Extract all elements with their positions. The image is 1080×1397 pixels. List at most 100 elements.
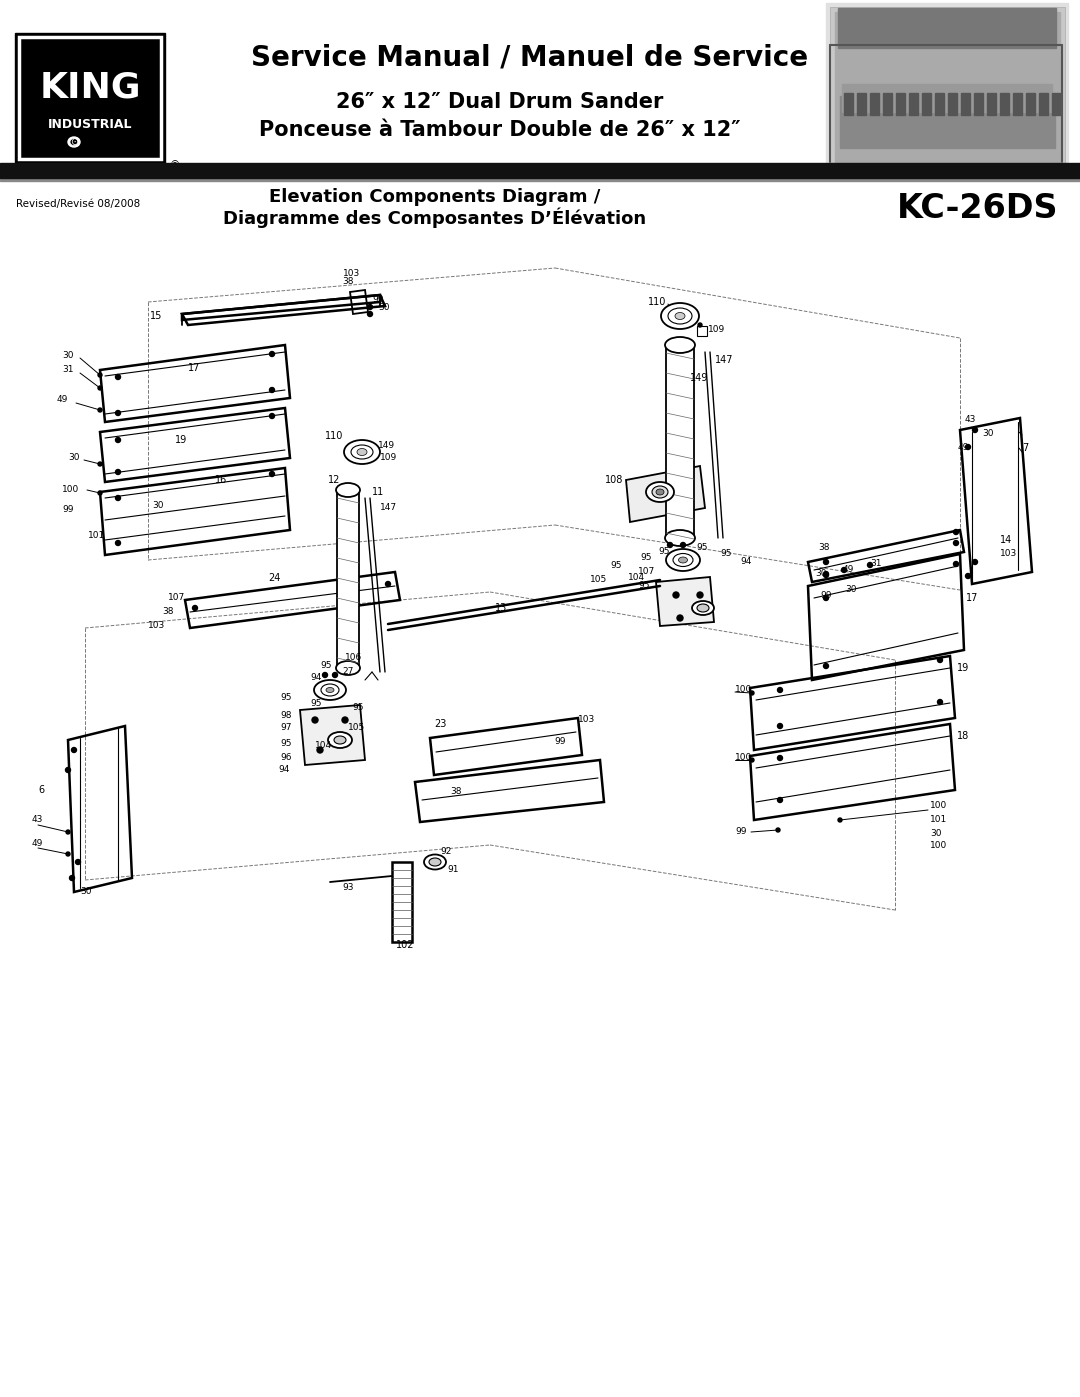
Bar xyxy=(896,94,905,115)
Circle shape xyxy=(966,444,971,450)
Circle shape xyxy=(972,427,977,433)
Bar xyxy=(15,34,165,163)
Ellipse shape xyxy=(336,483,360,497)
Ellipse shape xyxy=(666,549,700,571)
Circle shape xyxy=(192,605,198,610)
Text: 99: 99 xyxy=(820,591,832,601)
Ellipse shape xyxy=(351,446,373,460)
Text: 149: 149 xyxy=(378,441,395,450)
Bar xyxy=(842,84,1052,112)
Ellipse shape xyxy=(673,553,693,567)
Circle shape xyxy=(954,529,959,535)
Circle shape xyxy=(342,717,348,724)
Ellipse shape xyxy=(429,858,441,866)
Circle shape xyxy=(841,567,847,573)
Text: KING: KING xyxy=(39,71,140,105)
Text: 23: 23 xyxy=(434,719,446,729)
Text: 30: 30 xyxy=(152,500,163,510)
Text: 99: 99 xyxy=(735,827,746,837)
Text: 95: 95 xyxy=(280,693,292,701)
Circle shape xyxy=(367,305,373,310)
Text: 105: 105 xyxy=(590,576,607,584)
Text: 97: 97 xyxy=(280,724,292,732)
Circle shape xyxy=(386,581,391,587)
Circle shape xyxy=(867,563,873,567)
Text: 109: 109 xyxy=(380,453,397,461)
Text: 91: 91 xyxy=(447,866,459,875)
Circle shape xyxy=(318,747,323,753)
Circle shape xyxy=(71,747,77,753)
Circle shape xyxy=(116,541,121,545)
Text: 18: 18 xyxy=(957,731,969,740)
Text: 30: 30 xyxy=(930,828,942,837)
Text: 102: 102 xyxy=(396,940,415,950)
Circle shape xyxy=(824,571,828,577)
Text: 103: 103 xyxy=(578,714,595,724)
Text: Diagramme des Composantes D’Élévation: Diagramme des Composantes D’Élévation xyxy=(224,208,647,228)
Circle shape xyxy=(777,828,780,833)
Text: 104: 104 xyxy=(627,574,645,583)
Text: ⊙: ⊙ xyxy=(70,137,78,147)
Text: 16: 16 xyxy=(215,475,227,485)
Ellipse shape xyxy=(697,604,708,612)
Circle shape xyxy=(824,664,828,669)
Ellipse shape xyxy=(328,732,352,747)
Text: 95: 95 xyxy=(310,700,322,708)
Text: 30: 30 xyxy=(982,429,994,437)
Bar xyxy=(840,96,1055,148)
Bar xyxy=(1052,94,1061,115)
Text: 99: 99 xyxy=(62,506,73,514)
Circle shape xyxy=(937,700,943,704)
Ellipse shape xyxy=(661,303,699,330)
Ellipse shape xyxy=(68,137,80,147)
Text: 96: 96 xyxy=(280,753,292,763)
Ellipse shape xyxy=(357,448,367,455)
Bar xyxy=(935,94,944,115)
Text: 49: 49 xyxy=(57,395,68,405)
Text: 95: 95 xyxy=(696,542,707,552)
Circle shape xyxy=(954,541,959,545)
Circle shape xyxy=(270,414,274,419)
Text: 30: 30 xyxy=(845,585,856,595)
Text: 17: 17 xyxy=(188,363,201,373)
Bar xyxy=(948,94,957,115)
Ellipse shape xyxy=(665,337,696,353)
Circle shape xyxy=(98,408,102,412)
Text: 43: 43 xyxy=(32,816,43,824)
Text: 30: 30 xyxy=(62,351,73,359)
Text: 100: 100 xyxy=(735,753,753,763)
Text: 19: 19 xyxy=(957,664,969,673)
Bar xyxy=(1013,94,1022,115)
Circle shape xyxy=(778,756,783,760)
Circle shape xyxy=(677,615,683,622)
Text: 7: 7 xyxy=(1022,443,1028,453)
Text: 6: 6 xyxy=(38,785,44,795)
Text: 12: 12 xyxy=(328,475,340,485)
Text: 95: 95 xyxy=(640,553,651,563)
Text: 103: 103 xyxy=(343,268,361,278)
Circle shape xyxy=(750,759,754,761)
Bar xyxy=(337,490,359,668)
Circle shape xyxy=(673,592,679,598)
Text: 38: 38 xyxy=(450,788,461,796)
Bar xyxy=(0,163,1080,177)
Circle shape xyxy=(778,798,783,802)
Text: 31: 31 xyxy=(870,560,881,569)
Circle shape xyxy=(98,373,102,377)
Text: INDUSTRIAL: INDUSTRIAL xyxy=(48,119,132,131)
Text: 95: 95 xyxy=(658,548,670,556)
Circle shape xyxy=(750,692,754,694)
Circle shape xyxy=(838,819,842,821)
Text: 103: 103 xyxy=(1000,549,1017,557)
Text: 92: 92 xyxy=(440,848,451,856)
Circle shape xyxy=(323,672,327,678)
Text: 109: 109 xyxy=(708,326,726,334)
Text: 38: 38 xyxy=(162,608,174,616)
Ellipse shape xyxy=(646,482,674,502)
Text: 19: 19 xyxy=(175,434,187,446)
Text: 101: 101 xyxy=(87,531,105,539)
Text: 11: 11 xyxy=(372,488,384,497)
Circle shape xyxy=(937,658,943,662)
Circle shape xyxy=(270,472,274,476)
Bar xyxy=(666,345,694,538)
